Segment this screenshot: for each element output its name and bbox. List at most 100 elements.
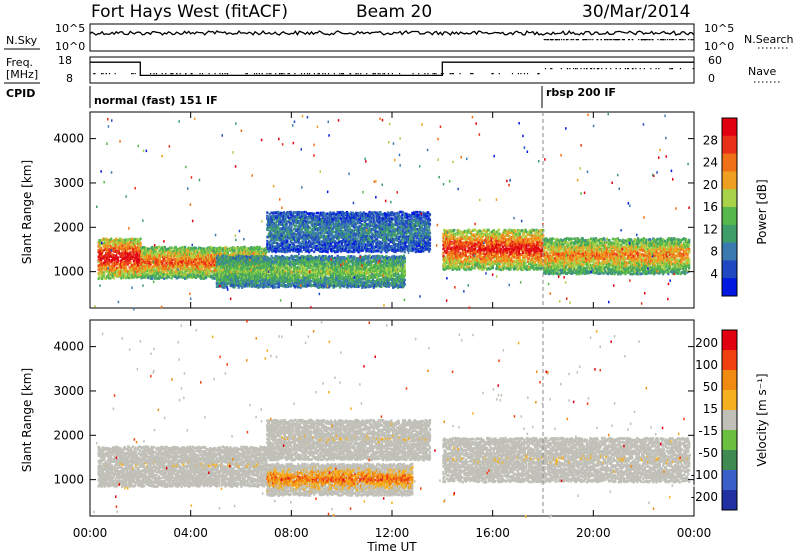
data-cell (132, 259, 135, 263)
data-cell (362, 260, 365, 263)
data-cell (340, 271, 343, 274)
data-cell (107, 262, 110, 265)
data-cell (157, 263, 161, 267)
data-cell (289, 256, 292, 260)
data-cell (184, 255, 187, 259)
data-cell (192, 263, 195, 267)
nave-point (580, 68, 582, 70)
data-cell (188, 275, 191, 279)
data-cell (318, 264, 321, 268)
data-cell (256, 257, 259, 260)
data-cell (186, 259, 189, 263)
nave-point (537, 73, 539, 75)
data-cell (246, 282, 249, 285)
data-cell (262, 283, 265, 287)
nave-point (470, 73, 472, 75)
data-cell (240, 257, 243, 260)
data-cell (152, 265, 156, 268)
data-cell (288, 262, 291, 265)
data-cell (193, 275, 196, 279)
data-cell (376, 276, 379, 279)
data-cell (272, 280, 275, 284)
data-cell (315, 285, 318, 288)
data-cell (330, 281, 333, 284)
data-cell (167, 257, 170, 260)
nsearch-point (644, 39, 646, 41)
data-cell (297, 278, 300, 281)
data-cell (99, 250, 102, 253)
nave-point (308, 73, 311, 75)
data-cell (247, 247, 250, 250)
nsearch-point (688, 39, 690, 41)
data-cell (328, 259, 331, 262)
data-cell (100, 277, 104, 280)
data-cell (101, 257, 104, 260)
nave-point (360, 73, 362, 75)
data-cell (234, 275, 237, 278)
nsearch-point (558, 39, 560, 41)
cpid-label: CPID (6, 87, 35, 100)
nave-point (596, 68, 598, 70)
data-cell (250, 259, 253, 262)
data-cell (178, 259, 182, 263)
data-cell (117, 266, 120, 269)
data-cell (291, 277, 294, 280)
data-cell (338, 273, 341, 277)
data-cell (269, 268, 272, 271)
data-cell (163, 257, 166, 261)
data-cell (236, 274, 239, 277)
data-cell (114, 246, 117, 250)
nave-point (619, 68, 621, 70)
nsky-label: N.Sky (6, 34, 38, 47)
nave-point (172, 73, 174, 75)
data-cell (361, 270, 364, 274)
data-cell (262, 251, 265, 255)
data-cell (287, 281, 290, 284)
data-cell (139, 241, 142, 245)
data-cell (161, 274, 164, 278)
nave-point (342, 73, 344, 75)
data-cell (262, 247, 265, 251)
data-cell (169, 258, 172, 261)
data-cell (98, 251, 101, 255)
data-cell (276, 275, 279, 279)
nave-point (333, 73, 335, 75)
data-cell (345, 269, 348, 273)
data-cell (347, 255, 350, 258)
freq-trace (90, 61, 694, 77)
nave-point (650, 68, 652, 70)
nave-point (266, 73, 268, 75)
data-cell (238, 259, 241, 263)
data-cell (115, 257, 118, 260)
data-cell (111, 269, 114, 273)
data-cell (118, 237, 121, 241)
nsearch-point (628, 39, 630, 41)
data-cell (354, 260, 357, 264)
data-cell (149, 252, 152, 256)
data-cell (163, 263, 166, 266)
nave-point (492, 73, 494, 75)
data-cell (144, 253, 147, 256)
data-cell (173, 251, 177, 255)
nave-point (387, 73, 390, 75)
nave-point (318, 73, 320, 75)
data-cell (133, 261, 136, 264)
data-cell (261, 255, 264, 258)
data-cell (116, 249, 119, 253)
data-cell (220, 264, 223, 267)
nave-point (692, 68, 694, 70)
data-cell (174, 254, 177, 257)
data-cell (256, 270, 260, 274)
data-cell (338, 268, 341, 271)
data-cell (262, 266, 265, 269)
data-cell (249, 253, 252, 256)
data-cell (351, 260, 354, 263)
data-cell (161, 262, 164, 265)
data-cell (327, 268, 330, 271)
data-cell (110, 237, 113, 241)
noise-trace (89, 30, 695, 41)
nave-point (102, 73, 104, 75)
nsearch-point (597, 39, 599, 41)
data-cell (254, 285, 257, 289)
data-cell (293, 284, 296, 287)
